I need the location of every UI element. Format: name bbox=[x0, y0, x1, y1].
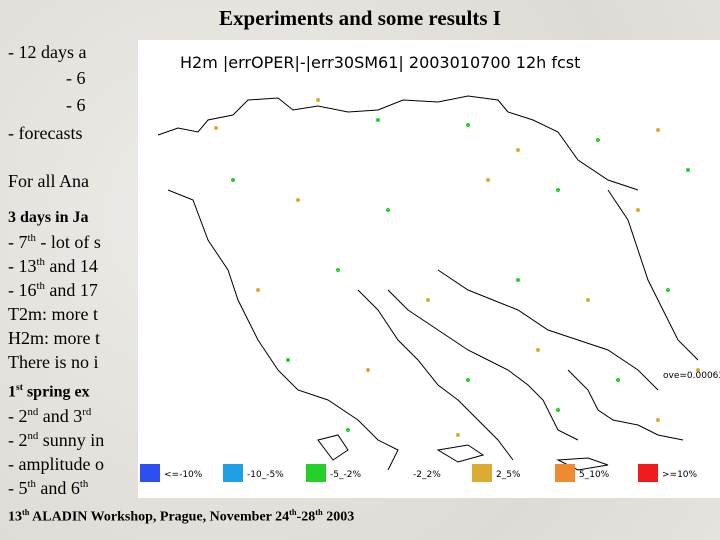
text-run: 3 days in Ja bbox=[8, 209, 89, 226]
legend-label: >=10% bbox=[662, 470, 698, 480]
superscript: th bbox=[36, 280, 45, 292]
text-line: - 13th and 14 bbox=[8, 256, 98, 277]
superscript: rd bbox=[82, 406, 92, 418]
text-line: - 12 days a bbox=[8, 42, 86, 63]
text-line: 3 days in Ja bbox=[8, 209, 88, 227]
superscript: th bbox=[22, 508, 30, 517]
text-run: - 16 bbox=[8, 280, 37, 300]
text-line: There is no i bbox=[8, 352, 98, 373]
superscript: th bbox=[27, 478, 36, 490]
text-line: - 7th - lot of s bbox=[8, 232, 101, 253]
text-line: - 6 bbox=[66, 68, 86, 89]
map-title: H2m |errOPER|-|err30SM61| 2003010700 12h… bbox=[180, 53, 580, 72]
legend-swatch bbox=[638, 464, 658, 482]
legend-label: -5_-2% bbox=[330, 470, 361, 480]
map-image: H2m |errOPER|-|err30SM61| 2003010700 12h… bbox=[138, 40, 720, 498]
text-run: 2003 bbox=[322, 509, 355, 525]
text-run: and 6 bbox=[35, 478, 80, 498]
text-line: - 2nd sunny in bbox=[8, 430, 104, 451]
text-run: - 2 bbox=[8, 430, 28, 450]
text-run: and 17 bbox=[44, 280, 98, 300]
slide-footer: 13th ALADIN Workshop, Prague, November 2… bbox=[8, 508, 354, 526]
text-line: - forecasts bbox=[8, 123, 82, 144]
text-run: spring ex bbox=[22, 383, 90, 401]
text-run: and 14 bbox=[44, 256, 98, 276]
text-run: 1 bbox=[8, 383, 16, 401]
legend-swatch bbox=[555, 464, 575, 482]
text-run: - 2 bbox=[8, 406, 28, 426]
text-line: H2m: more t bbox=[8, 328, 100, 349]
text-line: For all Ana bbox=[8, 171, 89, 192]
map-legend: <=-10% -10_-5% -5_-2% -2_2% 2_5% 5_10% >=10% bbox=[140, 464, 698, 482]
text-line: - 2nd and 3rd bbox=[8, 406, 91, 427]
text-run: T2m: more t bbox=[8, 304, 98, 324]
station-dots bbox=[214, 98, 700, 437]
text-run: - amplitude o bbox=[8, 454, 104, 474]
superscript: st bbox=[16, 382, 23, 393]
text-run: ALADIN Workshop, Prague, November 24 bbox=[29, 509, 290, 525]
legend-swatch bbox=[140, 464, 160, 482]
text-run: - 5 bbox=[8, 478, 28, 498]
legend-label: -2_2% bbox=[413, 470, 441, 480]
superscript: th bbox=[36, 256, 45, 268]
text-run: - 6 bbox=[66, 68, 86, 88]
text-line: - 16th and 17 bbox=[8, 280, 98, 301]
superscript: th bbox=[27, 232, 36, 244]
legend-swatch bbox=[472, 464, 492, 482]
text-run: H2m: more t bbox=[8, 328, 100, 348]
legend-label: 5_10% bbox=[579, 470, 610, 480]
superscript: nd bbox=[27, 406, 39, 418]
text-run: - forecasts bbox=[8, 123, 83, 143]
legend-label: -10_-5% bbox=[247, 470, 284, 480]
text-run: There is no i bbox=[8, 352, 99, 372]
text-run: -28 bbox=[296, 509, 316, 525]
map-note: ove=0.00063 bbox=[663, 371, 720, 381]
text-run: For all Ana bbox=[8, 171, 89, 191]
text-run: - 13 bbox=[8, 256, 37, 276]
text-line: T2m: more t bbox=[8, 304, 98, 325]
text-line: - 5th and 6th bbox=[8, 478, 88, 499]
text-run: sunny in bbox=[38, 430, 105, 450]
superscript: th bbox=[79, 478, 89, 490]
text-run: - lot of s bbox=[35, 232, 101, 252]
text-run: - 12 days a bbox=[8, 42, 87, 62]
coastlines bbox=[157, 95, 699, 471]
legend-swatch bbox=[306, 464, 326, 482]
superscript: nd bbox=[27, 430, 39, 442]
text-run: - 6 bbox=[66, 95, 86, 115]
text-line: 1st spring ex bbox=[8, 382, 90, 401]
text-run: 13 bbox=[8, 509, 22, 525]
text-run: - 7 bbox=[8, 232, 28, 252]
slide-title: Experiments and some results I bbox=[219, 6, 501, 30]
text-run: and 3 bbox=[38, 406, 83, 426]
text-line: - amplitude o bbox=[8, 454, 104, 475]
superscript: th bbox=[315, 508, 323, 517]
legend-label: 2_5% bbox=[496, 470, 521, 480]
superscript: th bbox=[289, 508, 297, 517]
legend-swatch bbox=[223, 464, 243, 482]
legend-label: <=-10% bbox=[164, 470, 203, 480]
text-line: - 6 bbox=[66, 95, 86, 116]
